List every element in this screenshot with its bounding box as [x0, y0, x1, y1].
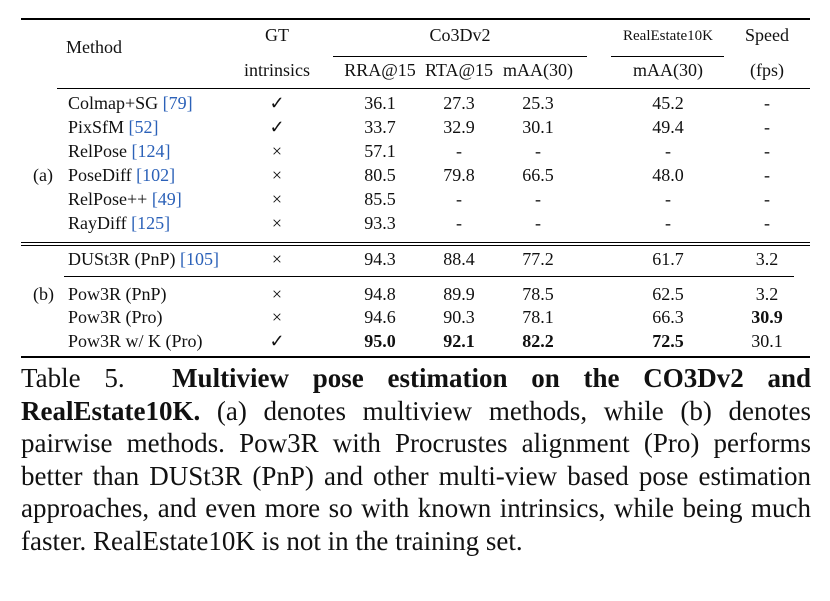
- method-name: PoseDiff [102]: [68, 165, 176, 185]
- method-name: Pow3R w/ K (Pro): [68, 331, 203, 351]
- gt-mark: ×: [271, 189, 283, 209]
- speed-value: -: [764, 93, 770, 113]
- maa-header: mAA(30): [503, 60, 573, 80]
- method-name: RelPose [124]: [68, 141, 171, 161]
- method-name: RelPose++ [49]: [68, 189, 182, 209]
- method-name: Pow3R (PnP): [68, 284, 167, 304]
- speed-value: 3.2: [755, 249, 779, 269]
- co3d-group-rule: [333, 56, 587, 57]
- method-name: PixSfM [52]: [68, 117, 159, 137]
- re-group-header: RealEstate10K: [623, 28, 713, 44]
- rta-value: 27.3: [443, 93, 475, 113]
- caption-label: Table 5.: [21, 363, 125, 393]
- maa-value: -: [535, 213, 541, 233]
- maa-value: -: [535, 141, 541, 161]
- co3d-group-header: Co3Dv2: [429, 25, 491, 45]
- speed-fps-header: (fps): [750, 60, 784, 80]
- group-label-a: (a): [33, 165, 53, 185]
- re-value: 66.3: [652, 307, 684, 327]
- method-name: Pow3R (Pro): [68, 307, 163, 327]
- group-divider-rule-1: [21, 242, 810, 243]
- maa-value: 30.1: [522, 117, 554, 137]
- speed-value: 3.2: [755, 284, 779, 304]
- maa-value: 77.2: [522, 249, 554, 269]
- bottom-rule: [21, 356, 810, 358]
- maa-value: 78.5: [522, 284, 554, 304]
- speed-value: -: [764, 165, 770, 185]
- method-header: Method: [66, 37, 122, 57]
- gt-mark: ×: [271, 165, 283, 185]
- speed-value: -: [764, 117, 770, 137]
- rra-value: 36.1: [364, 93, 396, 113]
- speed-value: -: [764, 189, 770, 209]
- maa-value: 82.2: [522, 331, 554, 351]
- rta-value: 89.9: [443, 284, 475, 304]
- speed-value: -: [764, 141, 770, 161]
- re-value: 72.5: [652, 331, 684, 351]
- rra-value: 85.5: [364, 189, 396, 209]
- re-group-rule: [611, 56, 724, 57]
- maa-value: 25.3: [522, 93, 554, 113]
- maa-value: 66.5: [522, 165, 554, 185]
- group-label-b: (b): [33, 284, 54, 304]
- gt-mark: ×: [271, 249, 283, 269]
- maa-value: 78.1: [522, 307, 554, 327]
- gt-mark: ✓: [269, 117, 285, 137]
- gt-mark: ×: [271, 213, 283, 233]
- rta-value: 92.1: [443, 331, 475, 351]
- re-value: -: [665, 213, 671, 233]
- rra-value: 33.7: [364, 117, 396, 137]
- gt-mark: ✓: [269, 331, 285, 351]
- rta-value: -: [456, 189, 462, 209]
- table-caption: Table 5. Multiview pose estimation on th…: [21, 362, 811, 557]
- gt-mark: ×: [271, 307, 283, 327]
- rra-header: RRA@15: [344, 60, 416, 80]
- method-name: Colmap+SG [79]: [68, 93, 193, 113]
- rta-value: -: [456, 213, 462, 233]
- rta-value: 32.9: [443, 117, 475, 137]
- gt-mark: ×: [271, 141, 283, 161]
- rra-value: 94.6: [364, 307, 396, 327]
- dust3r-rule: [64, 276, 794, 277]
- rra-value: 95.0: [364, 331, 396, 351]
- re-value: 49.4: [652, 117, 684, 137]
- rra-value: 93.3: [364, 213, 396, 233]
- gt-mark: ✓: [269, 93, 285, 113]
- rta-value: 90.3: [443, 307, 475, 327]
- speed-value: -: [764, 213, 770, 233]
- re-value: 45.2: [652, 93, 684, 113]
- gt-mark: ×: [271, 284, 283, 304]
- method-name: DUSt3R (PnP) [105]: [68, 249, 220, 269]
- speed-value: 30.9: [751, 307, 783, 327]
- re-maa-header: mAA(30): [633, 60, 703, 80]
- re-value: 48.0: [652, 165, 684, 185]
- rra-value: 94.8: [364, 284, 396, 304]
- rta-value: -: [456, 141, 462, 161]
- rra-value: 94.3: [364, 249, 396, 269]
- rra-value: 80.5: [364, 165, 396, 185]
- top-rule: [21, 18, 810, 20]
- rta-value: 79.8: [443, 165, 475, 185]
- re-value: -: [665, 189, 671, 209]
- caption-title: Multiview pose estimation on the CO3Dv2 …: [21, 363, 812, 426]
- speed-header: Speed: [745, 25, 789, 45]
- re-value: 62.5: [652, 284, 684, 304]
- rta-value: 88.4: [443, 249, 475, 269]
- re-value: -: [665, 141, 671, 161]
- speed-value: 30.1: [751, 331, 783, 351]
- caption-body: (a) denotes multiview methods, while (b)…: [21, 395, 812, 556]
- gt-header: GT: [265, 25, 289, 45]
- rra-value: 57.1: [364, 141, 396, 161]
- method-name: RayDiff [125]: [68, 213, 171, 233]
- maa-value: -: [535, 189, 541, 209]
- group-divider-rule-2: [21, 245, 810, 246]
- header-rule: [57, 88, 810, 89]
- gt-intrinsics-header: intrinsics: [244, 60, 310, 80]
- re-value: 61.7: [652, 249, 684, 269]
- rta-header: RTA@15: [424, 60, 494, 80]
